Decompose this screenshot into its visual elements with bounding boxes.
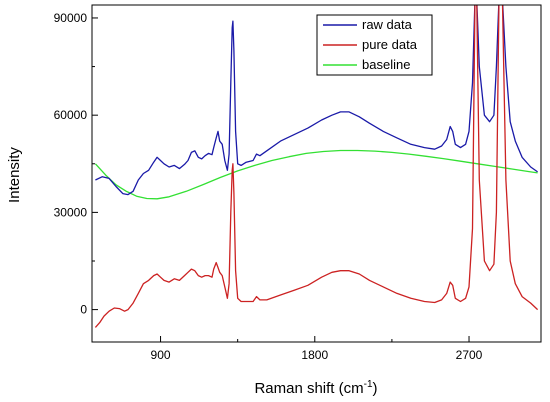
x-tick-label: 2700 (456, 348, 483, 362)
x-axis-title-end: ) (373, 380, 378, 397)
axis-ticks (92, 17, 470, 342)
series-line-baseline (94, 149, 538, 200)
series-line-pure-data (94, 5, 539, 328)
x-axis-title-sup: -1 (364, 379, 373, 390)
x-tick-label: 1800 (301, 348, 328, 362)
legend: raw data pure data baseline (316, 14, 433, 76)
legend-label-raw: raw data (362, 17, 413, 32)
legend-label-pure: pure data (362, 37, 418, 52)
x-tick-label: 900 (151, 348, 171, 362)
y-tick-label: 30000 (54, 205, 88, 219)
x-axis-title: Raman shift (cm-1) (254, 379, 377, 397)
series-line-raw-data (95, 5, 538, 196)
plot-area (94, 5, 539, 328)
x-axis-title-main: Raman shift (cm (254, 380, 363, 397)
plot-frame (91, 4, 542, 343)
y-axis-title: Intensity (6, 147, 23, 203)
legend-label-baseline: baseline (362, 57, 410, 72)
y-tick-label: 90000 (54, 11, 88, 25)
axis-tick-labels: 900 1800 2700 0 30000 60000 90000 (54, 11, 483, 362)
y-tick-label: 60000 (54, 108, 88, 122)
y-tick-label: 0 (80, 303, 87, 317)
